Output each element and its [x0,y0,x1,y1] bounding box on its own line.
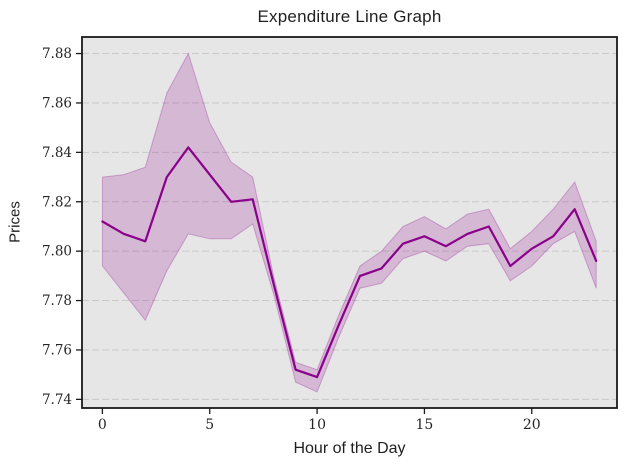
y-tick-label: 7.78 [42,293,72,309]
x-tick-label: 10 [308,417,326,433]
x-tick-label: 0 [98,417,107,433]
x-axis-label: Hour of the Day [293,440,406,457]
price-line [101,146,598,379]
x-tick-label: 15 [416,417,434,433]
y-tick-label: 7.80 [42,244,72,260]
x-tick-label: 20 [523,417,541,433]
plot-border [81,36,618,409]
y-tick-label: 7.86 [42,95,72,111]
y-axis-label: Prices [6,201,24,243]
x-tick-label: 5 [205,417,214,433]
y-tick-label: 7.74 [42,392,72,408]
chart-title: Expenditure Line Graph [257,7,442,26]
y-tick-label: 7.76 [42,342,72,358]
plot-background [82,37,617,408]
y-tick-label: 7.84 [42,145,72,161]
y-tick-label: 7.82 [42,194,72,210]
y-tick-label: 7.88 [42,46,72,62]
confidence-band [101,52,597,393]
